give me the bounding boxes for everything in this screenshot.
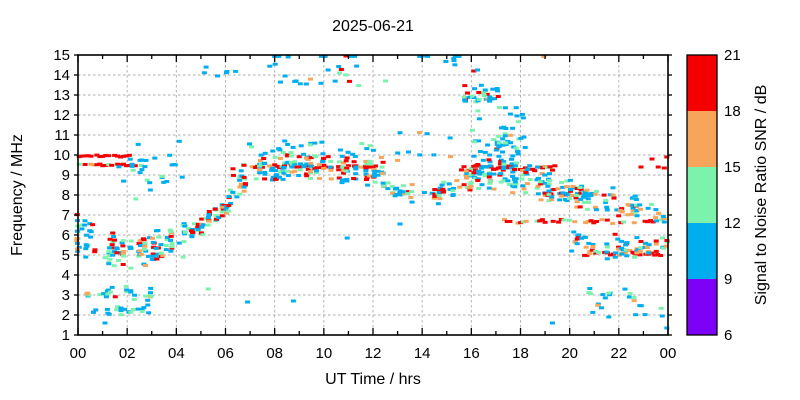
x-tick-label: 04 bbox=[168, 345, 185, 362]
data-points bbox=[74, 54, 670, 330]
y-tick-label: 12 bbox=[53, 107, 70, 124]
x-tick-label: 06 bbox=[217, 345, 234, 362]
x-axis-label: UT Time / hrs bbox=[325, 371, 421, 388]
colorbar-segment-violet bbox=[687, 279, 717, 335]
y-tick-label: 7 bbox=[62, 207, 70, 224]
plot-axes bbox=[74, 54, 672, 336]
y-tick-label: 1 bbox=[62, 327, 70, 344]
colorbar-segment-red bbox=[687, 55, 717, 111]
x-tick-labels: 00 02 04 06 08 10 12 14 16 18 20 22 00 bbox=[70, 345, 677, 362]
chart-title: 2025-06-21 bbox=[332, 18, 414, 35]
plot-render-root: 00 02 04 06 08 10 12 14 16 18 20 22 0012345678910111… bbox=[53, 47, 740, 362]
colorbar-tick-label: 21 bbox=[724, 47, 741, 64]
y-tick-label: 3 bbox=[62, 287, 70, 304]
x-tick-label: 18 bbox=[512, 345, 529, 362]
y-tick-label: 15 bbox=[53, 47, 70, 64]
y-tick-label: 9 bbox=[62, 167, 70, 184]
y-tick-label: 10 bbox=[53, 147, 70, 164]
x-tick-label: 00 bbox=[660, 345, 677, 362]
colorbar-tick-label: 6 bbox=[724, 327, 732, 344]
y-tick-label: 8 bbox=[62, 187, 70, 204]
x-tick-label: 14 bbox=[414, 345, 431, 362]
colorbar-tick-label: 9 bbox=[724, 271, 732, 288]
x-tick-label: 12 bbox=[365, 345, 382, 362]
colorbar-segment-orange bbox=[687, 111, 717, 167]
colorbar-label: Signal to Noise Ratio SNR / dB bbox=[753, 85, 770, 306]
colorbar-tick-label: 12 bbox=[724, 215, 741, 232]
colorbar-segment-blue bbox=[687, 223, 717, 279]
colorbar: 6 9 12 15 18 21 bbox=[686, 47, 741, 344]
colorbar-tick-label: 18 bbox=[724, 103, 741, 120]
gridlines bbox=[78, 55, 668, 335]
y-tick-label: 14 bbox=[53, 67, 70, 84]
x-tick-label: 02 bbox=[119, 345, 136, 362]
y-tick-label: 13 bbox=[53, 87, 70, 104]
y-tick-label: 5 bbox=[62, 247, 70, 264]
x-tick-label: 22 bbox=[610, 345, 627, 362]
x-tick-label: 00 bbox=[70, 345, 87, 362]
x-tick-label: 20 bbox=[561, 345, 578, 362]
x-tick-label: 08 bbox=[266, 345, 283, 362]
colorbar-segment-green bbox=[687, 167, 717, 223]
x-tick-label: 16 bbox=[463, 345, 480, 362]
y-tick-label: 2 bbox=[62, 307, 70, 324]
x-tick-label: 10 bbox=[315, 345, 332, 362]
y-axis-label: Frequency / MHz bbox=[9, 134, 26, 256]
colorbar-tick-label: 15 bbox=[724, 159, 741, 176]
y-tick-label: 4 bbox=[62, 267, 70, 284]
y-tick-label: 6 bbox=[62, 227, 70, 244]
y-tick-label: 11 bbox=[54, 127, 70, 144]
